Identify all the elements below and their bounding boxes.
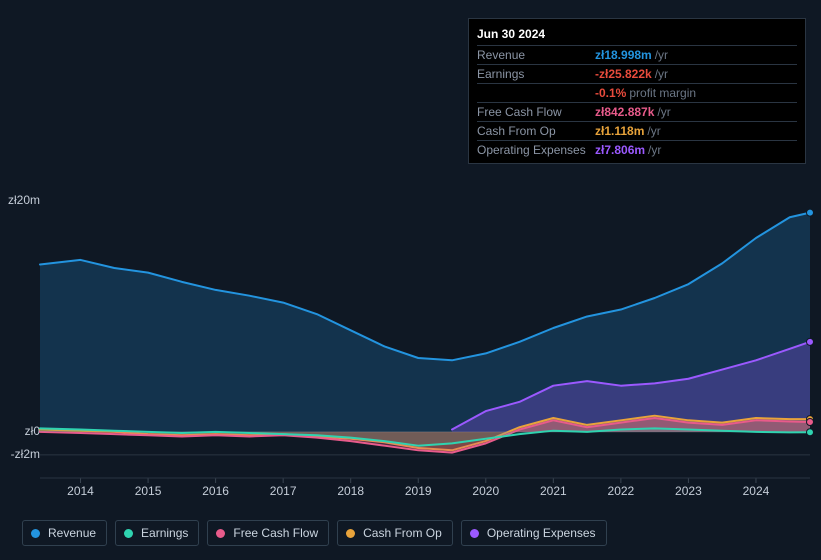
x-axis-label: 2020 bbox=[472, 484, 499, 498]
x-axis-label: 2023 bbox=[675, 484, 702, 498]
tooltip-row: -0.1%profit margin bbox=[477, 83, 797, 102]
legend-item-free-cash-flow[interactable]: Free Cash Flow bbox=[207, 520, 329, 546]
tooltip-row: Earnings-zł25.822k/yr bbox=[477, 64, 797, 83]
tooltip-row-value: -0.1% bbox=[595, 86, 626, 100]
legend-label: Cash From Op bbox=[363, 526, 442, 540]
tooltip-row-unit: /yr bbox=[648, 143, 661, 157]
tooltip-row-label: Operating Expenses bbox=[477, 143, 595, 157]
legend-swatch bbox=[31, 529, 40, 538]
tooltip-row-value: zł7.806m bbox=[595, 143, 645, 157]
chart-legend: Revenue Earnings Free Cash Flow Cash From O… bbox=[22, 520, 607, 546]
chart-tooltip: Jun 30 2024 Revenuezł18.998m/yrEarnings-… bbox=[468, 18, 806, 164]
x-axis-label: 2021 bbox=[540, 484, 567, 498]
tooltip-row-unit: /yr bbox=[655, 48, 668, 62]
tooltip-date: Jun 30 2024 bbox=[477, 25, 797, 45]
legend-swatch bbox=[470, 529, 479, 538]
x-axis-label: 2024 bbox=[743, 484, 770, 498]
tooltip-row-value: -zł25.822k bbox=[595, 67, 652, 81]
x-axis-label: 2017 bbox=[270, 484, 297, 498]
legend-label: Earnings bbox=[141, 526, 188, 540]
legend-swatch bbox=[346, 529, 355, 538]
x-axis-label: 2018 bbox=[337, 484, 364, 498]
legend-swatch bbox=[124, 529, 133, 538]
x-axis-label: 2016 bbox=[202, 484, 229, 498]
x-axis-label: 2015 bbox=[135, 484, 162, 498]
legend-label: Operating Expenses bbox=[487, 526, 596, 540]
tooltip-row: Cash From Opzł1.118m/yr bbox=[477, 121, 797, 140]
tooltip-row-label: Cash From Op bbox=[477, 124, 595, 138]
x-axis-label: 2022 bbox=[608, 484, 635, 498]
tooltip-row-value: zł18.998m bbox=[595, 48, 652, 62]
x-axis-label: 2014 bbox=[67, 484, 94, 498]
legend-label: Revenue bbox=[48, 526, 96, 540]
tooltip-row-unit: /yr bbox=[647, 124, 660, 138]
tooltip-row-unit: /yr bbox=[657, 105, 670, 119]
tooltip-row-label: Free Cash Flow bbox=[477, 105, 595, 119]
tooltip-row-value: zł842.887k bbox=[595, 105, 654, 119]
financials-chart: Jun 30 2024 Revenuezł18.998m/yrEarnings-… bbox=[0, 0, 821, 560]
tooltip-row-label: Earnings bbox=[477, 67, 595, 81]
x-axis: 2014 2015 2016 2017 2018 2019 2020 2021 2022 2023… bbox=[0, 484, 821, 500]
tooltip-row: Operating Expenseszł7.806m/yr bbox=[477, 140, 797, 159]
legend-item-operating-expenses[interactable]: Operating Expenses bbox=[461, 520, 607, 546]
legend-swatch bbox=[216, 529, 225, 538]
tooltip-row: Revenuezł18.998m/yr bbox=[477, 45, 797, 64]
tooltip-row-unit: profit margin bbox=[629, 86, 696, 100]
tooltip-row-label: Revenue bbox=[477, 48, 595, 62]
legend-item-revenue[interactable]: Revenue bbox=[22, 520, 107, 546]
legend-item-earnings[interactable]: Earnings bbox=[115, 520, 199, 546]
tooltip-row-unit: /yr bbox=[655, 67, 668, 81]
x-axis-label: 2019 bbox=[405, 484, 432, 498]
legend-label: Free Cash Flow bbox=[233, 526, 318, 540]
tooltip-row: Free Cash Flowzł842.887k/yr bbox=[477, 102, 797, 121]
legend-item-cash-from-op[interactable]: Cash From Op bbox=[337, 520, 453, 546]
tooltip-row-value: zł1.118m bbox=[595, 124, 644, 138]
